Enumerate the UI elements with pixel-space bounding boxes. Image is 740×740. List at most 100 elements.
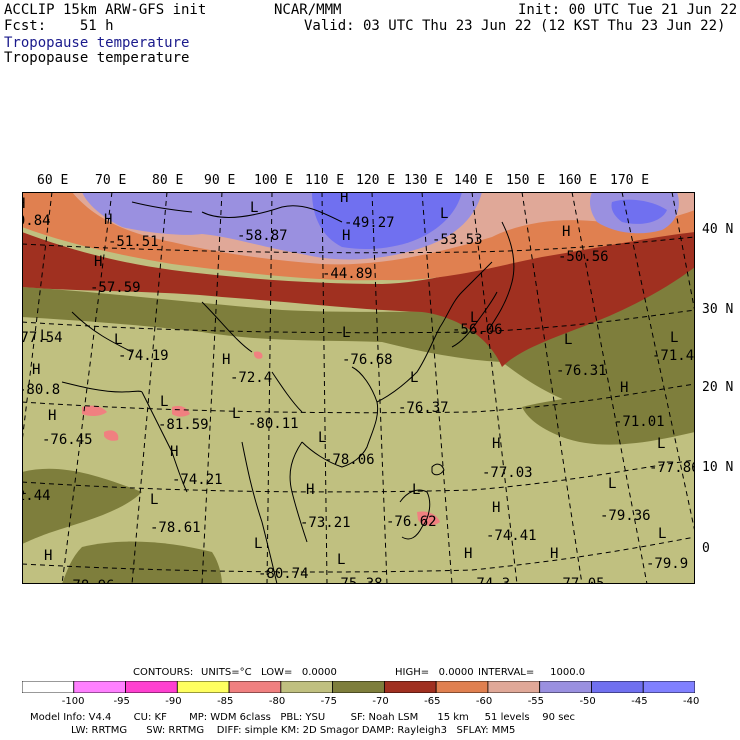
lat-label: 30 N xyxy=(702,302,734,317)
legend-label: -40 xyxy=(683,696,700,707)
extrema-value: -44.89 xyxy=(322,266,373,282)
low-marker: L xyxy=(150,492,158,508)
extrema-value: -79.9 xyxy=(646,556,688,572)
legend-label: -95 xyxy=(113,696,130,707)
lat-label: 20 N xyxy=(702,380,734,395)
legend-label: -50 xyxy=(579,696,596,707)
field-title-contour: Tropopause temperature xyxy=(4,50,190,66)
low-marker: L xyxy=(410,370,418,386)
extrema-value: -74.3 xyxy=(468,576,510,584)
low-marker: L xyxy=(342,325,350,341)
legend-label: -90 xyxy=(165,696,182,707)
extrema-value: -76.31 xyxy=(556,363,607,379)
extrema-value: -51.51 xyxy=(108,234,159,250)
legend-label: -75 xyxy=(320,696,337,707)
legend-swatch xyxy=(280,681,334,693)
legend-swatch xyxy=(435,681,489,693)
high-marker: H xyxy=(492,500,500,516)
extrema-value: -74.21 xyxy=(172,472,223,488)
high-marker: H xyxy=(562,224,570,240)
lon-label: 90 E xyxy=(204,173,236,188)
valid-time: Valid: 03 UTC Thu 23 Jun 22 (12 KST Thu … xyxy=(304,18,726,34)
map-frame xyxy=(22,192,695,584)
extrema-value: -72.4 xyxy=(230,370,272,386)
contours-label: CONTOURS: xyxy=(133,667,194,678)
interval-label: INTERVAL= 1000.0 xyxy=(478,667,586,678)
lon-label: 140 E xyxy=(454,173,494,188)
band-minus80-c xyxy=(104,430,119,441)
extrema-value: -58.87 xyxy=(237,228,288,244)
low-marker: L xyxy=(670,330,678,346)
high-label: HIGH= 0.0000 xyxy=(395,667,474,678)
field-title-shaded: Tropopause temperature xyxy=(4,35,190,51)
low-marker: L xyxy=(40,328,48,344)
high-marker: H xyxy=(104,212,112,228)
band-minus80-e xyxy=(254,351,263,359)
band-minus80-a xyxy=(82,405,107,417)
extrema-value: -56.06 xyxy=(452,322,503,338)
extrema-value: -77.03 xyxy=(482,465,533,481)
low-marker: L xyxy=(440,206,448,222)
extrema-value: -49.27 xyxy=(344,215,395,231)
extrema-value: -80.11 xyxy=(248,416,299,432)
extrema-value: -71.01 xyxy=(614,414,665,430)
band-minus45-east xyxy=(611,199,667,224)
low-marker: L xyxy=(337,552,345,568)
center-label: NCAR/MMM xyxy=(274,2,342,18)
lon-label: 60 E xyxy=(37,173,69,188)
legend-swatch xyxy=(642,681,695,693)
high-marker: H xyxy=(342,228,350,244)
extrema-value: -80.74 xyxy=(258,566,309,582)
extrema-value: -77.05 xyxy=(554,576,605,584)
init-time: Init: 00 UTC Tue 21 Jun 22 xyxy=(518,2,738,18)
low-marker: L xyxy=(657,436,665,452)
low-marker: L xyxy=(114,332,122,348)
band-minus70-north xyxy=(22,262,695,423)
legend-label: -45 xyxy=(631,696,648,707)
legend-swatch xyxy=(591,681,644,693)
extrema-value: -72.44 xyxy=(22,488,51,504)
lat-label: 40 N xyxy=(702,222,734,237)
high-marker: H xyxy=(44,548,52,564)
band-minus65 xyxy=(22,227,695,367)
high-marker: H xyxy=(32,362,40,378)
legend-swatch xyxy=(539,681,592,693)
lon-label: 80 E xyxy=(152,173,184,188)
high-marker: H xyxy=(22,196,25,212)
low-marker: L xyxy=(254,536,262,552)
extrema-value: -74.19 xyxy=(118,348,169,364)
extrema-value: -81.59 xyxy=(158,417,209,433)
legend-label: -55 xyxy=(527,696,545,707)
high-marker: H xyxy=(550,546,558,562)
extrema-value: -77.54 xyxy=(22,330,63,346)
physics-info-line: LW: RRTMG SW: RRTMG DIFF: simple KM: 2D … xyxy=(71,725,516,736)
legend-swatch xyxy=(487,681,541,693)
low-marker: L xyxy=(160,394,168,410)
legend-label: -85 xyxy=(217,696,234,707)
tropopause-temperature-map: H-40.84H-51.51L-58.87H-49.27H-44.89L-53.… xyxy=(22,192,695,584)
legend-label: -70 xyxy=(372,696,389,707)
extrema-value: -73.21 xyxy=(300,515,351,531)
low-marker: L xyxy=(658,526,666,542)
high-marker: H xyxy=(306,482,314,498)
extrema-value: -78.06 xyxy=(324,452,375,468)
extrema-value: -76.62 xyxy=(386,514,437,530)
high-marker: H xyxy=(48,408,56,424)
model-title: ACCLIP 15km ARW-GFS init xyxy=(4,2,207,18)
lon-label: 110 E xyxy=(305,173,345,188)
lon-label: 160 E xyxy=(558,173,598,188)
extrema-value: -76.45 xyxy=(42,432,93,448)
extrema-value: -76.37 xyxy=(398,400,449,416)
high-marker: H xyxy=(620,380,628,396)
band-minus80-b xyxy=(172,405,190,417)
low-marker: L xyxy=(412,482,420,498)
extrema-value: -80.8 xyxy=(22,382,60,398)
legend-swatch xyxy=(332,681,385,693)
extrema-value: -74.41 xyxy=(486,528,537,544)
extrema-markers: H-40.84H-51.51L-58.87H-49.27H-44.89L-53.… xyxy=(22,192,695,584)
legend-swatch xyxy=(176,681,230,693)
extrema-value: -79.36 xyxy=(600,508,651,524)
lon-label: 70 E xyxy=(95,173,127,188)
extrema-value: -40.84 xyxy=(22,213,51,229)
legend-swatch xyxy=(228,681,282,693)
